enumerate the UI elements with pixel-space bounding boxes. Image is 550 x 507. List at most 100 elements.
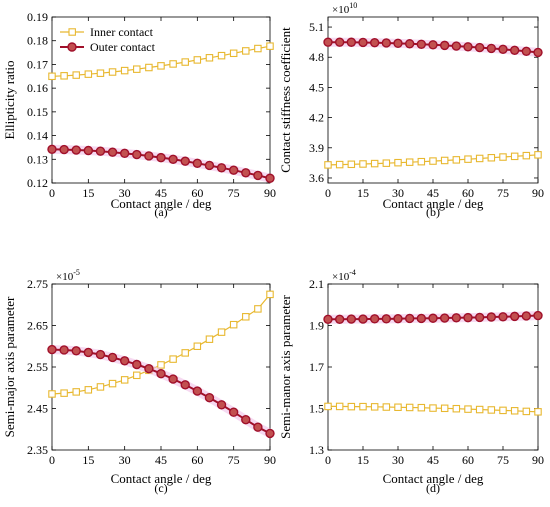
data-point-inner (181, 58, 189, 66)
data-point-inner (60, 389, 68, 397)
data-point-inner (405, 403, 414, 412)
data-point-inner (193, 342, 202, 350)
exponent-base: ×10 (56, 271, 74, 283)
data-point-outer (404, 39, 415, 49)
data-point-inner (181, 349, 189, 357)
data-point-inner (394, 158, 402, 167)
x-tick-label: 15 (82, 453, 94, 467)
data-point-inner (382, 159, 391, 167)
data-point-outer (498, 312, 508, 322)
data-point-inner (475, 405, 484, 414)
data-point-inner (96, 69, 105, 77)
data-point-outer (533, 310, 543, 321)
data-point-inner (120, 66, 129, 75)
data-point-inner (217, 328, 226, 336)
y-tick-label: 4.2 (309, 111, 324, 125)
data-point-inner (417, 157, 426, 166)
exponent-base: ×10 (332, 271, 350, 283)
y-tick-label: 2.1 (309, 277, 324, 291)
y-tick-label: 0.13 (27, 152, 48, 166)
legend-marker-outer (67, 42, 77, 52)
data-point-outer (204, 160, 215, 171)
y-tick-label: 4.8 (309, 50, 324, 64)
data-point-outer (323, 37, 333, 47)
data-point-inner (72, 71, 80, 79)
y-tick-label: 1.5 (309, 402, 324, 416)
data-point-outer (439, 40, 450, 51)
data-point-outer (59, 345, 69, 355)
data-point-inner (347, 160, 356, 169)
x-axis-label: Contact angle / deg (111, 196, 212, 211)
data-point-outer (486, 43, 497, 54)
data-point-inner (534, 408, 542, 416)
x-axis-label: Contact angle / deg (111, 471, 212, 486)
data-point-inner (347, 402, 356, 411)
data-point-inner (84, 70, 93, 78)
x-tick-label: 90 (532, 186, 544, 200)
data-point-inner (217, 51, 226, 60)
x-tick-label: 90 (264, 186, 276, 200)
data-point-outer (381, 314, 392, 324)
x-tick-label: 0 (325, 186, 331, 200)
data-point-outer (323, 314, 333, 324)
data-point-inner (205, 335, 214, 343)
data-point-inner (335, 160, 344, 169)
y-tick-label: 1.9 (309, 319, 324, 333)
x-tick-label: 45 (155, 453, 167, 467)
legend-label: Inner contact (90, 25, 154, 39)
y-tick-label: 0.17 (27, 57, 48, 71)
data-point-outer (71, 145, 81, 155)
data-point-inner (359, 402, 367, 411)
data-point-outer (119, 356, 130, 366)
y-tick-label: 0.19 (27, 10, 48, 24)
data-point-inner (370, 403, 379, 411)
plot-frame (327, 283, 539, 451)
data-point-outer (59, 144, 69, 155)
data-point-inner (193, 56, 202, 64)
data-point-inner (242, 47, 250, 55)
legend-label: Outer contact (90, 40, 156, 54)
data-point-inner (335, 402, 344, 411)
data-point-inner (266, 42, 274, 50)
data-point-outer (404, 313, 415, 324)
data-point-inner (522, 151, 531, 160)
x-tick-label: 60 (462, 186, 474, 200)
data-point-inner (145, 63, 153, 72)
data-point-outer (47, 344, 57, 355)
x-axis-label: Contact angle / deg (383, 471, 484, 486)
x-tick-label: 0 (49, 186, 55, 200)
data-point-inner (48, 72, 56, 81)
data-point-outer (192, 158, 203, 169)
exponent-power: -5 (73, 268, 80, 277)
data-point-inner (133, 65, 141, 73)
x-tick-label: 15 (357, 186, 369, 200)
data-point-inner (510, 152, 519, 161)
y-tick-label: 0.12 (27, 176, 48, 190)
exponent-base: ×10 (332, 4, 350, 16)
x-tick-label: 30 (392, 186, 404, 200)
y-axis-label: Contact stiffness coefficient (278, 27, 293, 173)
data-point-outer (47, 144, 57, 155)
data-point-outer (253, 422, 263, 432)
data-point-inner (475, 154, 484, 163)
data-point-inner (417, 403, 426, 412)
data-point-inner (169, 60, 177, 68)
data-point-outer (253, 170, 263, 181)
y-tick-label: 0.16 (27, 81, 48, 95)
chart-panel-b: 0 15 30 45 60 75 90 3.6 3.9 4.2 4.5 4.8 5.1 ×1010 Cont… (278, 1, 544, 219)
data-point-inner (324, 161, 332, 169)
data-point-inner (370, 159, 379, 168)
data-point-outer (486, 312, 497, 322)
data-point-outer (521, 311, 532, 321)
exponent-power: -4 (349, 268, 356, 277)
data-point-inner (169, 355, 177, 363)
x-tick-label: 75 (228, 453, 240, 467)
x-tick-label: 90 (264, 453, 276, 467)
data-point-outer (168, 374, 178, 384)
data-point-outer (71, 346, 81, 356)
y-tick-label: 2.35 (27, 443, 48, 457)
panel-caption: (c) (154, 481, 167, 495)
y-tick-label: 0.14 (27, 129, 48, 143)
data-point-outer (216, 163, 227, 173)
data-point-inner (108, 68, 117, 76)
